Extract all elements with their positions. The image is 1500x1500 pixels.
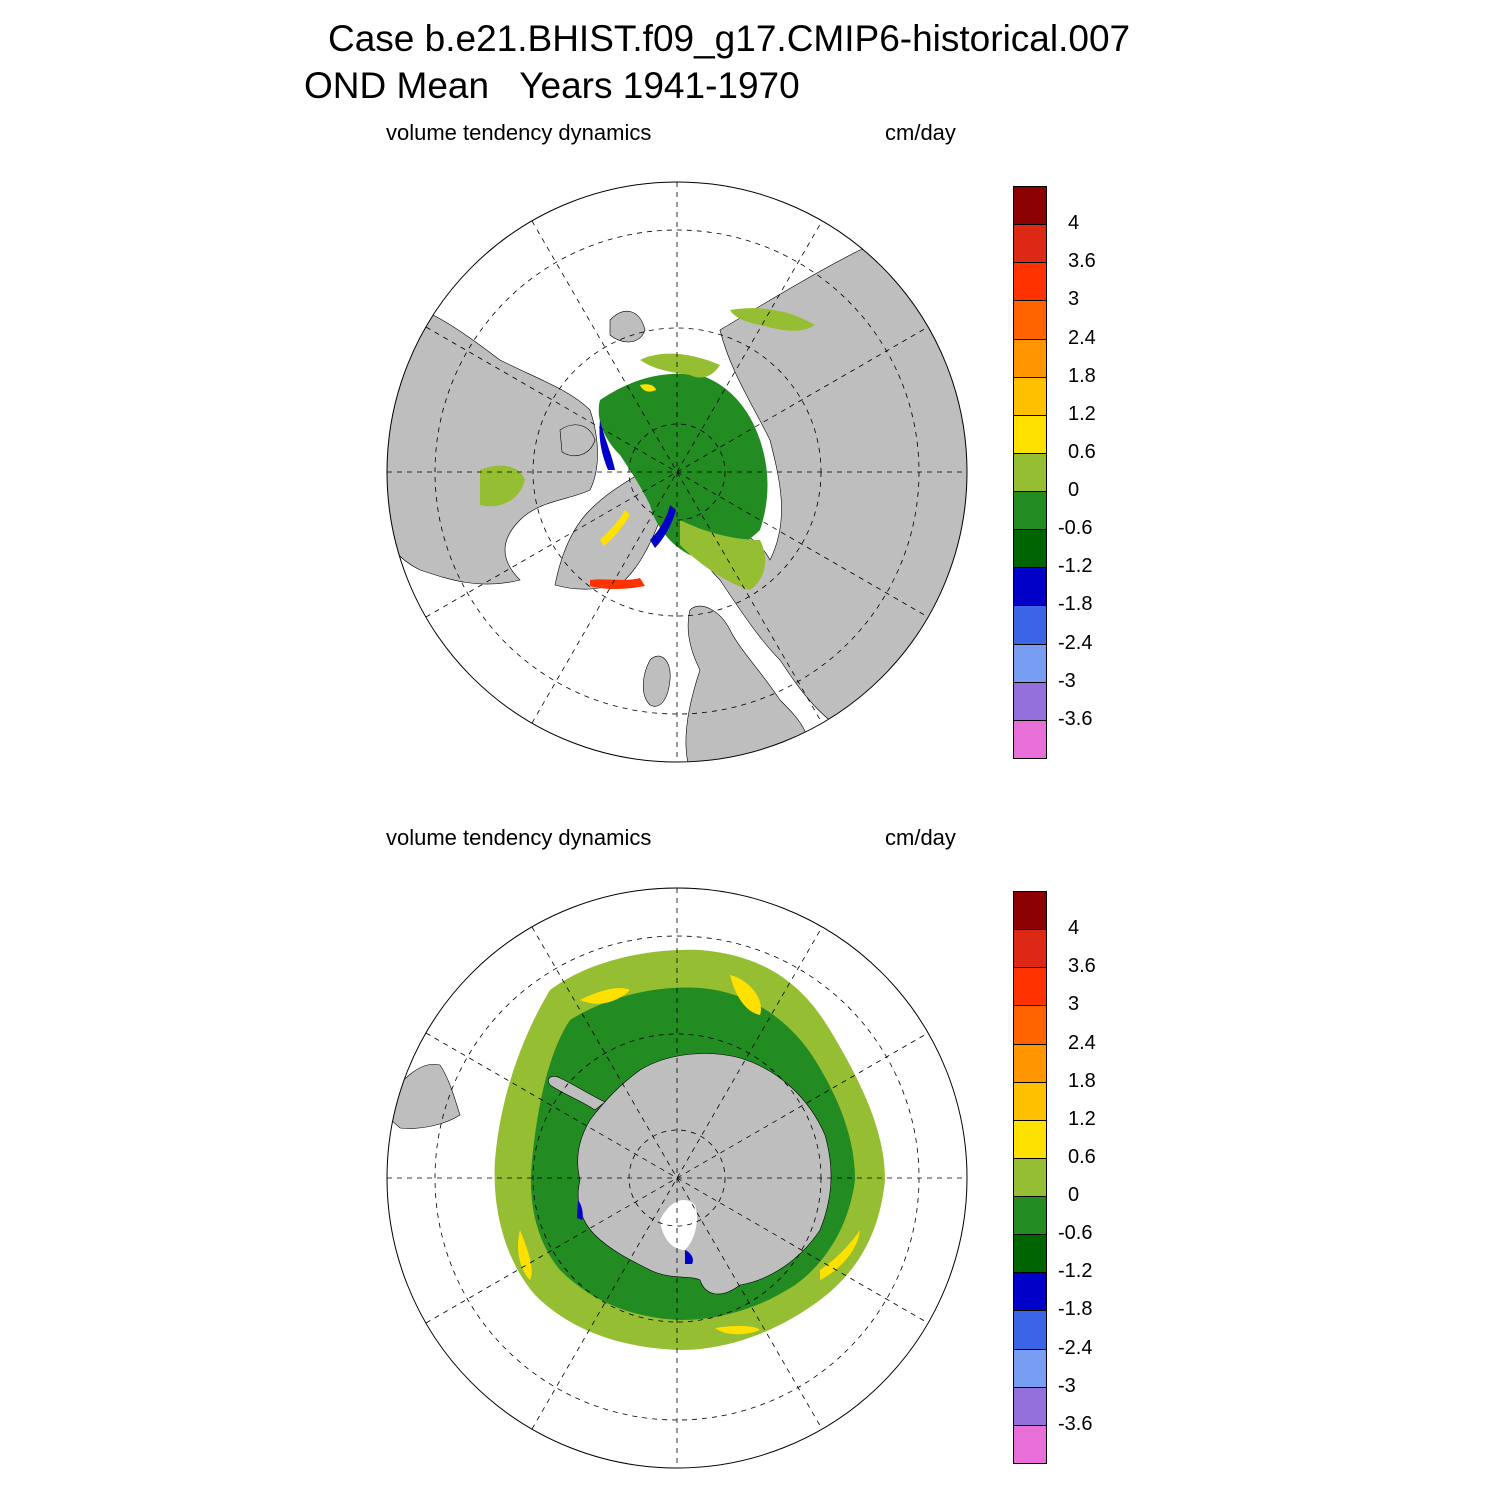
colorbar-swatch — [1013, 1043, 1047, 1083]
north-land — [387, 247, 967, 762]
colorbar-swatch — [1013, 681, 1047, 721]
south-graticule — [387, 888, 967, 1468]
colorbar-tick-label: -2.4 — [1058, 1336, 1093, 1359]
colorbar-tick-label: 2.4 — [1068, 1031, 1096, 1054]
colorbar-tick-label: -1.2 — [1058, 555, 1093, 578]
colorbar-swatch — [1013, 529, 1047, 569]
title-period: OND Mean Years 1941-1970 — [304, 65, 800, 106]
colorbar-swatch — [1013, 1310, 1047, 1350]
colorbar-swatch — [1013, 567, 1047, 607]
colorbar-swatch — [1013, 300, 1047, 340]
colorbar-tick-label: 3 — [1068, 993, 1080, 1016]
colorbar-swatch — [1013, 605, 1047, 645]
colorbar-swatch — [1013, 891, 1047, 931]
colorbar-swatch — [1013, 1157, 1047, 1198]
colorbar-tick-label: 3.6 — [1068, 250, 1096, 273]
colorbar-tick-label: -0.6 — [1058, 1222, 1093, 1245]
colorbar-tick-label: 1.8 — [1068, 1069, 1096, 1092]
colorbar-swatch — [1013, 1424, 1047, 1464]
colorbar-swatch — [1013, 376, 1047, 416]
colorbar-tick-label: -3.6 — [1058, 707, 1093, 730]
colorbar-swatch — [1013, 967, 1047, 1007]
colorbar-swatch — [1013, 491, 1047, 531]
colorbar-tick-label: 1.8 — [1068, 364, 1096, 387]
south-polar-map — [386, 887, 968, 1469]
colorbar-tick-label: -3 — [1058, 669, 1076, 692]
colorbar-tick-label: -1.8 — [1058, 1298, 1093, 1321]
colorbar-north-ticks: -3.6 -3 -2.4 -1.8 -1.2 -0.6 0 0.6 1.2 1.8 2.4 3 3.6 4 — [1058, 186, 1118, 758]
panel-south-units-label: cm/day — [885, 825, 956, 850]
colorbar-swatch — [1013, 262, 1047, 302]
panel-south-variable-label: volume tendency dynamics — [386, 825, 652, 850]
colorbar-tick-label: -0.6 — [1058, 517, 1093, 540]
colorbar-swatch — [1013, 929, 1047, 969]
colorbar-tick-label: -3 — [1058, 1374, 1076, 1397]
colorbar-swatch — [1013, 186, 1047, 226]
colorbar-tick-label: 4 — [1068, 212, 1080, 235]
north-polar-map — [386, 181, 968, 763]
colorbar-tick-label: 3 — [1068, 288, 1080, 311]
colorbar-swatch — [1013, 719, 1047, 759]
colorbar-swatch — [1013, 1119, 1047, 1159]
colorbar-swatch — [1013, 643, 1047, 683]
colorbar-swatch — [1013, 1386, 1047, 1426]
colorbar-swatch — [1013, 1348, 1047, 1388]
colorbar-swatch — [1013, 1272, 1047, 1312]
colorbar-north — [1013, 186, 1049, 759]
panel-north-variable-label: volume tendency dynamics — [386, 120, 652, 145]
panel-north-units-label: cm/day — [885, 120, 956, 145]
colorbar-tick-label: 0 — [1068, 1184, 1080, 1207]
colorbar-south — [1013, 891, 1049, 1464]
colorbar-tick-label: 0.6 — [1068, 440, 1096, 463]
colorbar-tick-label: 1.2 — [1068, 1107, 1096, 1130]
colorbar-tick-label: -2.4 — [1058, 631, 1093, 654]
colorbar-tick-label: 0.6 — [1068, 1145, 1096, 1168]
colorbar-swatch — [1013, 452, 1047, 493]
north-graticule — [387, 182, 967, 762]
colorbar-tick-label: -1.2 — [1058, 1260, 1093, 1283]
colorbar-tick-label: -3.6 — [1058, 1412, 1093, 1435]
colorbar-swatch — [1013, 224, 1047, 264]
colorbar-tick-label: 2.4 — [1068, 326, 1096, 349]
colorbar-swatch — [1013, 1081, 1047, 1121]
colorbar-swatch — [1013, 1234, 1047, 1274]
colorbar-swatch — [1013, 1005, 1047, 1045]
colorbar-tick-label: 0 — [1068, 479, 1080, 502]
colorbar-south-ticks: -3.6 -3 -2.4 -1.8 -1.2 -0.6 0 0.6 1.2 1.8 2.4 3 3.6 4 — [1058, 891, 1118, 1463]
colorbar-swatch — [1013, 338, 1047, 378]
colorbar-swatch — [1013, 414, 1047, 454]
title-case: Case b.e21.BHIST.f09_g17.CMIP6-historica… — [328, 18, 1131, 59]
colorbar-tick-label: 1.2 — [1068, 402, 1096, 425]
colorbar-swatch — [1013, 1196, 1047, 1236]
colorbar-tick-label: -1.8 — [1058, 593, 1093, 616]
colorbar-tick-label: 3.6 — [1068, 955, 1096, 978]
colorbar-tick-label: 4 — [1068, 917, 1080, 940]
